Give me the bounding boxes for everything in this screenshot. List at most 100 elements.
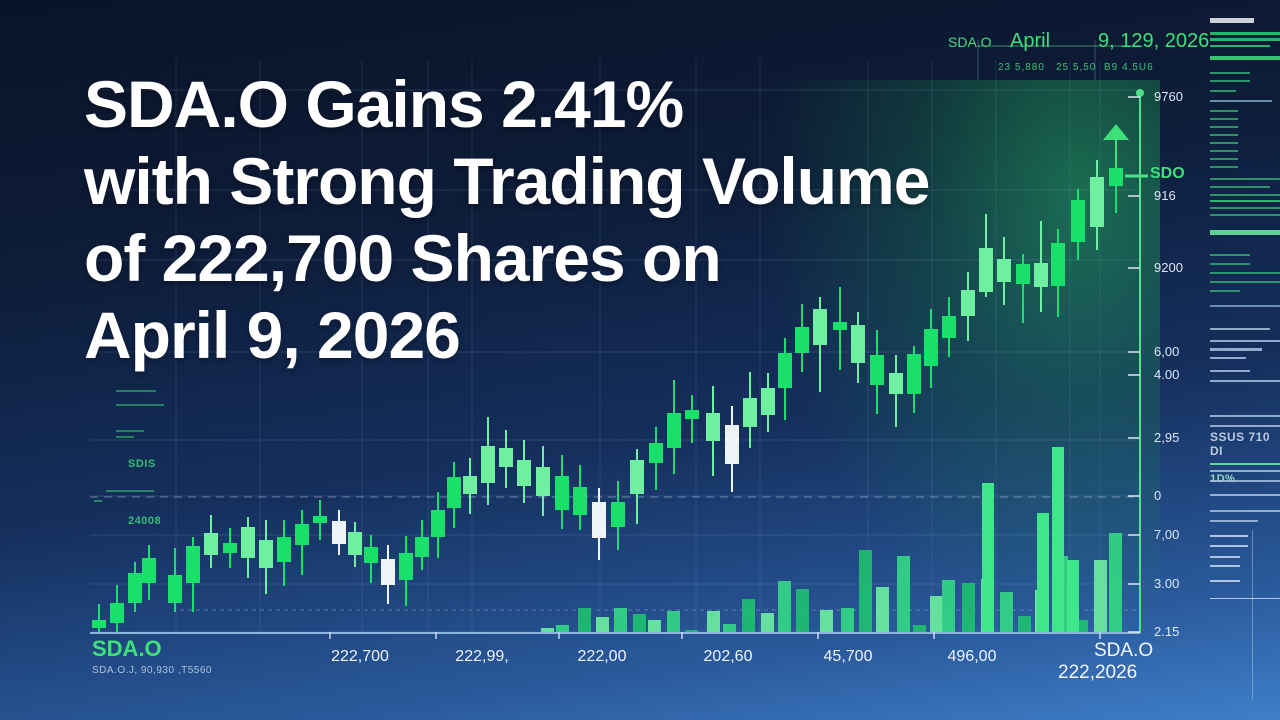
side-data-row (1210, 520, 1258, 522)
x-axis-label: 222,700 (331, 648, 389, 665)
side-data-row (1210, 463, 1280, 465)
side-data-row (1210, 380, 1280, 382)
volume-bar (1000, 592, 1013, 632)
side-data-row (1210, 348, 1262, 351)
volume-bar (876, 587, 889, 632)
side-data-row (1210, 305, 1280, 307)
side-data-row (1210, 150, 1238, 152)
volume-bar (648, 620, 661, 632)
y-axis-label: 7,00 (1154, 527, 1180, 542)
y-axis-label: 3.00 (1154, 576, 1180, 591)
side-data-row (1210, 100, 1272, 102)
candle-body (870, 355, 884, 385)
candle-body (889, 373, 903, 394)
candle-body (277, 537, 291, 562)
candle-body (667, 413, 681, 448)
top-month: April (1010, 30, 1051, 52)
volume-bar (913, 625, 926, 632)
candle-body (833, 322, 847, 330)
side-data-row (1210, 80, 1250, 82)
left-overlay-bar (116, 436, 134, 438)
y-axis-label: 9760 (1154, 89, 1183, 104)
side-data-row (1210, 45, 1270, 47)
volume-bar (1037, 513, 1049, 632)
side-data-row (1210, 580, 1240, 582)
side-data-row (1210, 207, 1280, 209)
left-overlay-bar (94, 500, 102, 502)
volume-bar (841, 608, 854, 632)
headline-line-4: April 9, 2026 (84, 298, 461, 372)
x-axis-label: 202,60 (703, 648, 753, 665)
side-data-row (1210, 535, 1248, 537)
volume-bar (578, 608, 591, 632)
volume-bar (596, 617, 609, 632)
side-data-row (1210, 166, 1238, 168)
side-data-row (1210, 126, 1238, 128)
candle-body (259, 540, 273, 568)
side-data-row (1210, 425, 1280, 427)
volume-bar (1018, 616, 1031, 632)
volume-bar (707, 611, 720, 632)
y-axis-label: 0 (1154, 488, 1162, 503)
candle-body (313, 516, 327, 523)
volume-bars (90, 447, 1140, 639)
volume-bar (942, 580, 955, 632)
side-heading-2: 1D% (1210, 473, 1236, 485)
side-data-row (1210, 281, 1280, 283)
left-overlay-bar (116, 390, 156, 392)
volume-bar (723, 624, 736, 632)
side-data-row (1210, 18, 1254, 23)
side-data-row (1210, 556, 1240, 558)
candle-body (961, 290, 975, 316)
side-data-row (1210, 118, 1238, 120)
volume-bar (859, 550, 872, 632)
candle-body (92, 620, 106, 628)
side-data-row (1210, 214, 1280, 216)
side-heading-1: SSUS 710 DI (1210, 430, 1271, 458)
candle-body (761, 388, 775, 415)
volume-bar (742, 599, 755, 632)
y-axis-label: 2.15 (1154, 624, 1180, 639)
candle-body (743, 398, 757, 427)
side-data-row (1210, 370, 1250, 372)
volume-bar (633, 614, 646, 632)
volume-bar (685, 630, 698, 632)
left-overlay-bar (116, 404, 164, 406)
headline-line-3: of 222,700 Shares on (84, 221, 722, 295)
price-axis (1103, 89, 1148, 633)
volume-bar (897, 556, 910, 632)
side-data-row (1210, 186, 1270, 188)
side-data-row (1210, 38, 1280, 41)
side-data-row (1210, 470, 1280, 472)
side-data-row (1210, 565, 1240, 567)
candle-body (1090, 177, 1104, 227)
side-data-row (1210, 56, 1280, 60)
volume-bar (1094, 560, 1107, 632)
candle-body (924, 329, 938, 366)
candle-body (431, 510, 445, 537)
x-axis-label: 45,700 (823, 648, 873, 665)
candle-body (592, 502, 606, 538)
headline: SDA.O Gains 2.41% with Strong Trading Vo… (84, 66, 1044, 374)
volume-bar (796, 589, 809, 632)
volume-bar (556, 625, 569, 632)
side-data-row (1210, 194, 1280, 196)
candle-body (348, 532, 362, 555)
candle-body (851, 325, 865, 363)
x-axis-label: 222,00 (577, 648, 627, 665)
side-data-row (1210, 263, 1250, 265)
x-axis-label: 222,99, (455, 648, 509, 665)
y-axis-label: 4.00 (1154, 367, 1180, 382)
side-data-row (1210, 110, 1238, 112)
headline-line-2: with Strong Trading Volume (84, 144, 930, 218)
candle-body (649, 443, 663, 463)
axis-top-marker-icon (1136, 89, 1144, 97)
side-data-row (1210, 200, 1280, 202)
volume-bar (962, 583, 975, 632)
volume-bar (778, 581, 791, 632)
candle-body (223, 543, 237, 553)
left-overlay-bar (106, 490, 154, 492)
candle-body (381, 559, 395, 585)
candle-body (536, 467, 550, 496)
candle-body (463, 476, 477, 494)
